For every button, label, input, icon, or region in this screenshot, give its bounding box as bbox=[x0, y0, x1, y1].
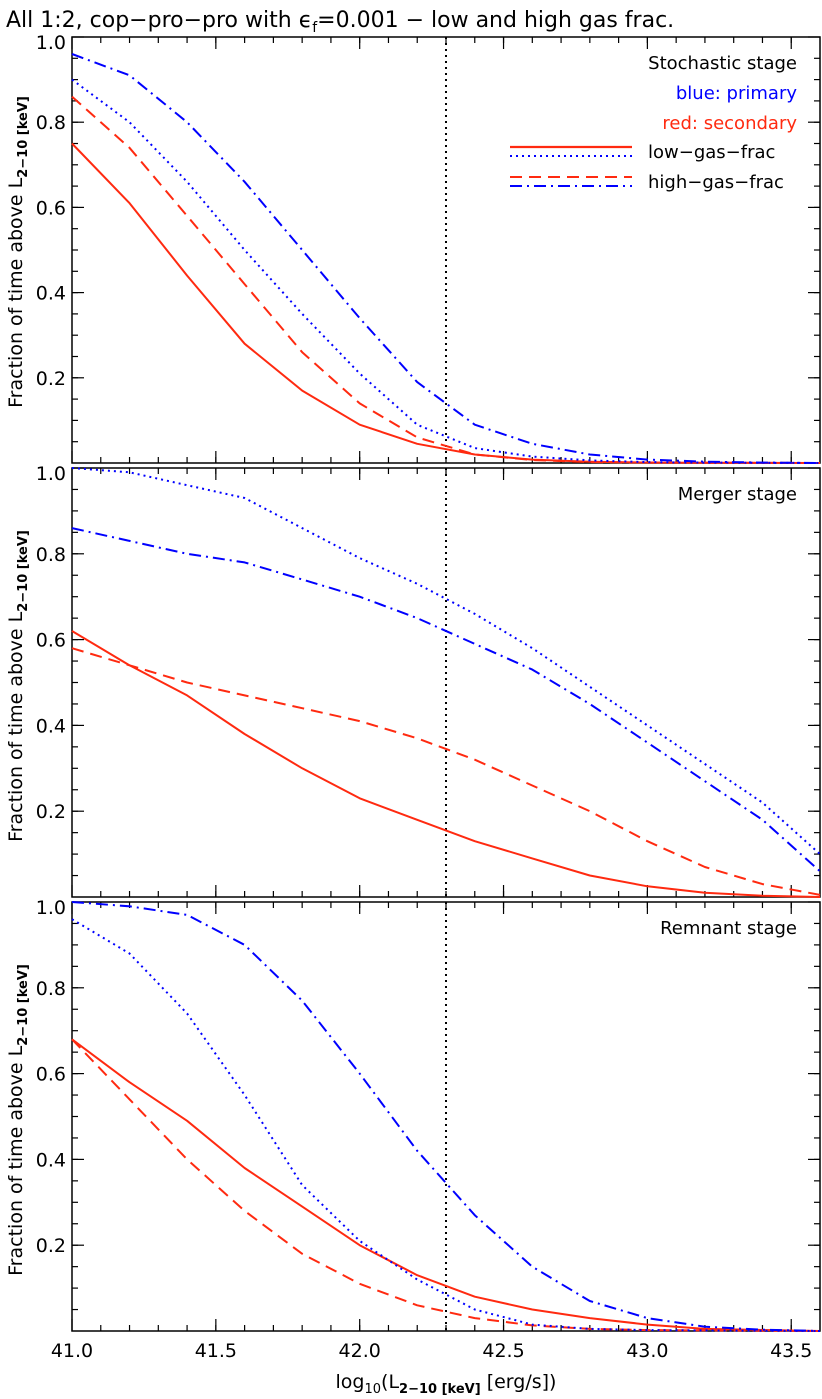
ytick-label-remnant-0: 0.2 bbox=[36, 1235, 66, 1257]
xtick-label-2: 42.0 bbox=[339, 1340, 381, 1362]
panel-merger: 0.2 0.4 0.6 0.8 1.0 Merger stage bbox=[36, 463, 821, 898]
ylabel-panel-1: Fraction of time above L2−10 [keV] bbox=[5, 96, 31, 408]
series-merger-secondary-solid bbox=[71, 630, 821, 898]
ytick-label-merger-3: 0.8 bbox=[36, 544, 66, 566]
xlabel-units: [erg/s]) bbox=[481, 1371, 557, 1393]
xtick-label-4: 43.0 bbox=[626, 1340, 668, 1362]
figure-title: All 1:2, cop−pro−pro with ϵf=0.001 − low… bbox=[6, 8, 674, 36]
ytick-label-merger-4: 1.0 bbox=[36, 463, 66, 485]
ytick-label-stochastic-2: 0.6 bbox=[36, 197, 66, 219]
series-merger-primary-dashdot bbox=[71, 527, 821, 873]
xlabel-log-sub: 10 bbox=[364, 1382, 381, 1397]
xlabel-log: log bbox=[336, 1371, 365, 1393]
xlabel-l: (L bbox=[381, 1371, 399, 1393]
stage-label-remnant: Remnant stage bbox=[660, 918, 797, 939]
title-epsilon-sub: f bbox=[312, 20, 318, 36]
series-remnant-primary-dashdot bbox=[71, 901, 821, 1332]
ylabel-1-sub: 2−10 [keV] bbox=[16, 96, 31, 178]
ylabel-2-main: Fraction of time above L bbox=[5, 611, 27, 842]
ytick-label-remnant-4: 1.0 bbox=[36, 897, 66, 919]
legend-secondary: red: secondary bbox=[662, 113, 797, 134]
ytick-label-stochastic-3: 0.8 bbox=[36, 112, 66, 134]
stage-label-merger: Merger stage bbox=[678, 484, 797, 505]
series-remnant-primary-dot bbox=[71, 918, 821, 1332]
ytick-label-merger-0: 0.2 bbox=[36, 801, 66, 823]
ylabel-panel-2: Fraction of time above L2−10 [keV] bbox=[5, 530, 31, 842]
xtick-label-0: 41.0 bbox=[51, 1340, 93, 1362]
ytick-label-stochastic-4: 1.0 bbox=[36, 32, 66, 54]
legend-primary: blue: primary bbox=[676, 83, 797, 104]
ytick-label-stochastic-1: 0.4 bbox=[36, 283, 66, 305]
ylabel-panel-3: Fraction of time above L2−10 [keV] bbox=[5, 964, 31, 1276]
xtick-label-3: 42.5 bbox=[482, 1340, 524, 1362]
xlabel: log10(L2−10 [keV] [erg/s]) bbox=[336, 1371, 557, 1397]
ylabel-3-main: Fraction of time above L bbox=[5, 1045, 27, 1276]
ylabel-2-sub: 2−10 [keV] bbox=[16, 530, 31, 612]
legend: blue: primary red: secondary low−gas−fra… bbox=[510, 83, 797, 193]
series-stochastic-secondary-dash bbox=[71, 95, 821, 464]
ylabel-1-main: Fraction of time above L bbox=[5, 177, 27, 408]
series-merger-primary-dot bbox=[71, 467, 821, 855]
ylabel-3-sub: 2−10 [keV] bbox=[16, 964, 31, 1046]
ytick-label-remnant-3: 0.8 bbox=[36, 978, 66, 1000]
series-remnant-secondary-solid bbox=[71, 1038, 821, 1332]
series-stochastic-primary-dashdot bbox=[71, 53, 821, 464]
legend-low-label: low−gas−frac bbox=[648, 142, 775, 163]
panel-stochastic: 0.2 0.4 0.6 0.8 1.0 Stochastic stage bbox=[36, 32, 821, 464]
series-remnant-secondary-dash bbox=[71, 1038, 821, 1332]
ytick-label-stochastic-0: 0.2 bbox=[36, 368, 66, 390]
ytick-label-remnant-1: 0.4 bbox=[36, 1149, 66, 1171]
series-merger-secondary-dash bbox=[71, 647, 821, 896]
xtick-label-1: 41.5 bbox=[195, 1340, 237, 1362]
ylabel-group: Fraction of time above L2−10 [keV] Fract… bbox=[5, 96, 31, 1276]
legend-high-label: high−gas−frac bbox=[648, 172, 784, 193]
xlabel-l-sub: 2−10 [keV] bbox=[399, 1382, 481, 1397]
title-prefix: All 1:2, cop−pro−pro with bbox=[6, 8, 299, 33]
title-suffix: =0.001 − low and high gas frac. bbox=[317, 8, 674, 33]
panel-remnant: 0.2 0.4 0.6 0.8 1.0 41.0 41.5 42.0 42.5 43.0 43.5 R… bbox=[36, 897, 821, 1362]
ytick-label-merger-2: 0.6 bbox=[36, 630, 66, 652]
plot-frame-remnant bbox=[71, 901, 821, 1332]
ytick-label-merger-1: 0.4 bbox=[36, 715, 66, 737]
ytick-label-remnant-2: 0.6 bbox=[36, 1064, 66, 1086]
title-epsilon: ϵ bbox=[299, 8, 313, 33]
stage-label-stochastic: Stochastic stage bbox=[648, 53, 797, 74]
xtick-label-5: 43.5 bbox=[770, 1340, 812, 1362]
